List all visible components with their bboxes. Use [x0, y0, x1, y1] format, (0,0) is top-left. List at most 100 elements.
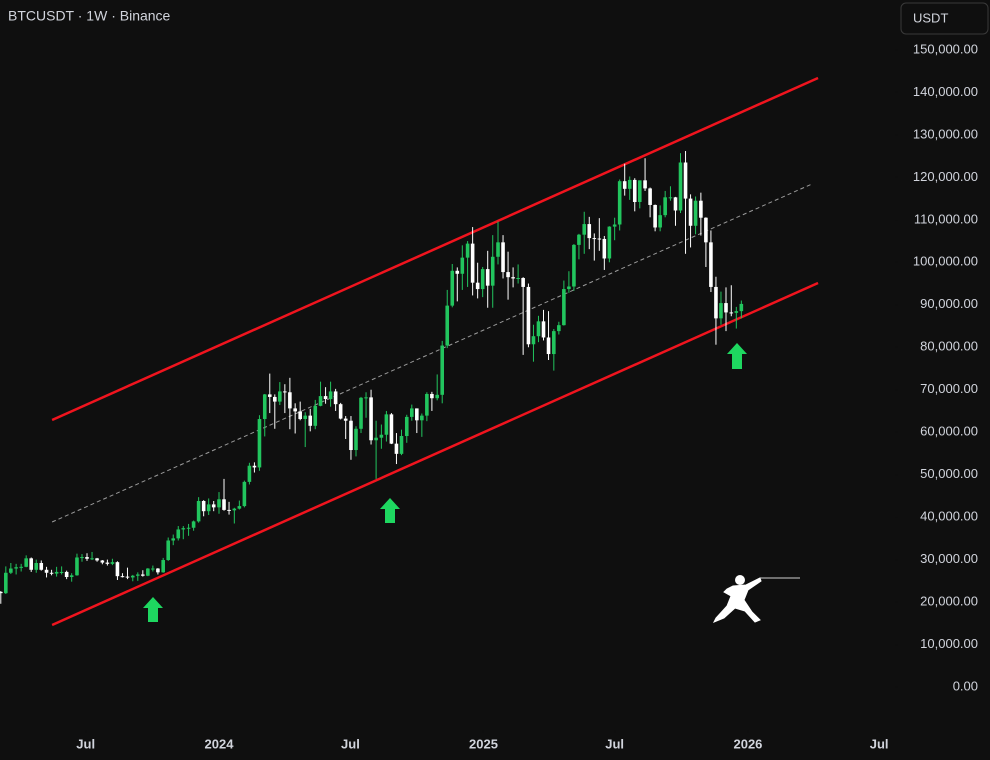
candle-body [115, 562, 120, 577]
up-arrow [380, 498, 400, 523]
y-tick-label: 10,000.00 [920, 636, 978, 651]
candle-body [247, 465, 252, 482]
candle-body [288, 392, 292, 409]
candle-body [577, 234, 581, 245]
candle-body [460, 257, 465, 274]
candle-body [531, 336, 536, 345]
candle-body [496, 242, 500, 257]
candle-body [607, 226, 612, 259]
candle-body [64, 571, 69, 578]
candle-body [100, 560, 105, 563]
candle-body [506, 272, 510, 278]
fencer-logo [712, 575, 800, 623]
candle-body [409, 408, 414, 417]
currency-button[interactable]: USDT [900, 2, 989, 35]
currency-button-frame[interactable] [900, 2, 989, 35]
candle-body [415, 408, 419, 421]
candle-body [480, 269, 485, 290]
candle-body [440, 345, 445, 395]
candle-body [541, 321, 546, 338]
candle-body [475, 282, 480, 290]
candle-body [430, 393, 434, 399]
candle-body [420, 415, 424, 421]
candle-body [69, 575, 74, 578]
x-tick-label: 2024 [205, 736, 235, 751]
candle-body [242, 481, 247, 507]
currency-label[interactable]: USDT [913, 10, 948, 25]
candle-body [298, 411, 302, 420]
candle-body [267, 394, 272, 397]
y-tick-label: 140,000.00 [913, 84, 978, 99]
candle-body [379, 434, 384, 438]
y-tick-label: 110,000.00 [914, 211, 978, 226]
candle-body [293, 408, 297, 412]
candle-body [85, 557, 89, 559]
candle-body [637, 180, 642, 202]
candle-body [465, 243, 470, 258]
candle-body [303, 415, 308, 420]
candle-body [688, 198, 693, 226]
candle-body [171, 538, 176, 541]
candle-body [14, 567, 18, 569]
candle-body [724, 303, 728, 313]
chart-title: BTCUSDT · 1W · Binance [8, 8, 171, 24]
candle-body [105, 562, 110, 564]
y-tick-label: 60,000.00 [920, 424, 978, 439]
candle-body [141, 574, 145, 576]
candle-body [283, 391, 287, 393]
candle-body [110, 562, 115, 564]
candle-body [44, 569, 49, 573]
y-tick-label: 40,000.00 [920, 509, 978, 524]
y-tick-label: 150,000.00 [913, 41, 978, 56]
x-tick-label: Jul [870, 736, 889, 751]
y-tick-label: 0.00 [953, 678, 978, 693]
y-tick-label: 70,000.00 [920, 381, 978, 396]
candle-body [75, 557, 79, 576]
candle-body [526, 286, 531, 345]
candle-body [313, 405, 318, 426]
candle-body [364, 397, 368, 399]
y-tick-label: 90,000.00 [920, 296, 978, 311]
up-arrow [727, 343, 747, 369]
candle-body [24, 558, 28, 567]
candle-body [252, 465, 257, 468]
candle-body [90, 558, 94, 560]
candle-body [587, 224, 592, 239]
candle-body [399, 436, 404, 454]
candle-body [643, 180, 647, 189]
candle-body [262, 394, 267, 420]
candle-body [562, 289, 566, 326]
channel-lower [51, 281, 819, 627]
candle-body [622, 181, 627, 189]
candle-body [704, 217, 708, 243]
candle-body [161, 560, 165, 573]
candle-body [683, 162, 688, 199]
candle-body [653, 204, 657, 228]
candle-body [663, 197, 667, 216]
candle-body [627, 179, 632, 189]
y-tick-label: 20,000.00 [920, 594, 978, 609]
candle-body [678, 162, 683, 211]
candle-body [693, 200, 698, 226]
candle-body [222, 499, 226, 510]
candle-body [49, 572, 54, 574]
candle-body [19, 566, 23, 568]
candle-body [597, 238, 602, 240]
candle-body [516, 278, 520, 280]
candle-body [435, 394, 439, 399]
candle-body [572, 244, 576, 287]
candle-body [374, 437, 378, 441]
candle-body [612, 224, 617, 227]
candle-body [151, 568, 155, 570]
candle-body [567, 286, 571, 290]
candle-body [445, 305, 450, 346]
candle-body [450, 270, 455, 306]
candle-body [232, 508, 237, 511]
annotations [143, 343, 747, 622]
candle-body [602, 238, 607, 259]
candle-body [181, 528, 186, 530]
candle-body [257, 419, 262, 468]
candle-body [501, 242, 505, 273]
